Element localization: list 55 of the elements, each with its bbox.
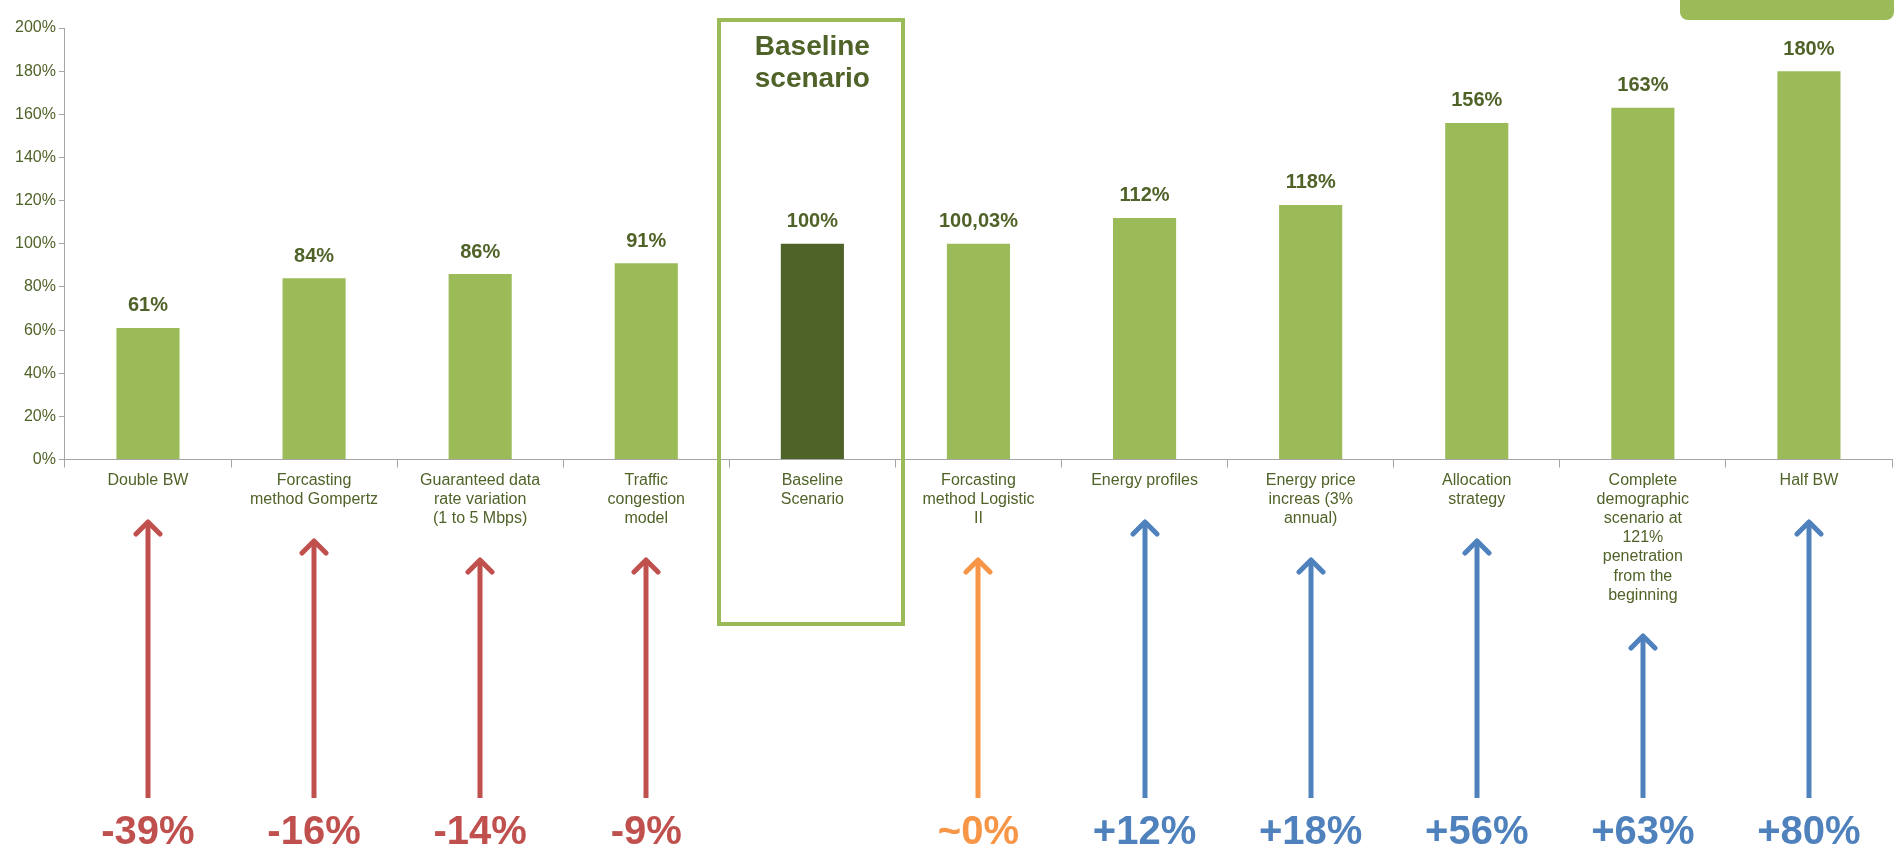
text: +18%	[1257, 808, 1364, 853]
x-tick-label: Energy price increas (3% annual)	[1265, 470, 1356, 527]
text: -9%	[609, 808, 683, 853]
data-label: 112%	[1119, 183, 1170, 206]
y-tick-label: 40%	[23, 363, 56, 381]
y-tick-label: 160%	[15, 104, 56, 122]
bar	[1777, 71, 1841, 460]
x-tick-label: Baseline Scenario	[780, 470, 845, 507]
bar	[946, 243, 1011, 460]
x-tick-label: Half BW	[1779, 470, 1840, 488]
y-tick-label: 140%	[15, 147, 56, 165]
y-tick-label: 100%	[15, 234, 56, 252]
y-tick-label: 60%	[23, 320, 56, 338]
x-tick-label: Traffic congestion model	[607, 470, 685, 527]
data-label: 84%	[294, 243, 335, 266]
data-label: 180%	[1783, 36, 1835, 59]
data-label: 156%	[1451, 88, 1503, 111]
bar	[116, 327, 180, 460]
text: -14%	[432, 808, 528, 853]
y-tick-label: 0%	[32, 450, 56, 468]
y-tick-label: 80%	[23, 277, 56, 295]
annotation: Baseline scenario	[753, 30, 871, 94]
y-tick-label: 20%	[23, 406, 56, 424]
data-label: 100,03%	[938, 209, 1019, 232]
text: ~0%	[936, 808, 1021, 853]
x-tick-label: Energy profiles	[1091, 470, 1198, 488]
x-tick-label: Guaranteed data rate variation (1 to 5 Mbps)	[420, 470, 541, 527]
y-tick-label: 200%	[15, 18, 56, 36]
text: +12%	[1091, 808, 1198, 853]
x-tick-label: Allocation strategy	[1442, 470, 1512, 507]
data-label: 91%	[626, 228, 667, 251]
bar	[780, 243, 844, 460]
bar	[1279, 204, 1343, 460]
text: +80%	[1756, 808, 1862, 853]
data-label: 100%	[786, 209, 839, 232]
bar	[1113, 217, 1177, 460]
bar	[282, 278, 346, 460]
text: +56%	[1424, 808, 1530, 853]
x-tick-label: Forcasting method Logistic II	[922, 470, 1035, 527]
bar	[1611, 107, 1675, 460]
x-tick-label: Complete demographic scenario at 121% penetration from the beginning	[1596, 470, 1690, 603]
x-tick-label: Forcasting method Gompertz	[250, 470, 379, 507]
x-tick-label: Double BW	[107, 470, 190, 488]
bar	[448, 274, 512, 460]
text: +63%	[1590, 808, 1696, 853]
data-label: 61%	[127, 293, 169, 316]
y-tick-label: 120%	[15, 191, 56, 209]
text: -39%	[100, 808, 196, 853]
data-label: 118%	[1285, 170, 1336, 193]
data-label: 163%	[1617, 73, 1669, 96]
text: -16%	[266, 808, 362, 853]
bar	[614, 263, 678, 460]
data-label: 86%	[460, 239, 501, 262]
bar	[1445, 122, 1509, 460]
y-tick-label: 180%	[15, 61, 56, 79]
